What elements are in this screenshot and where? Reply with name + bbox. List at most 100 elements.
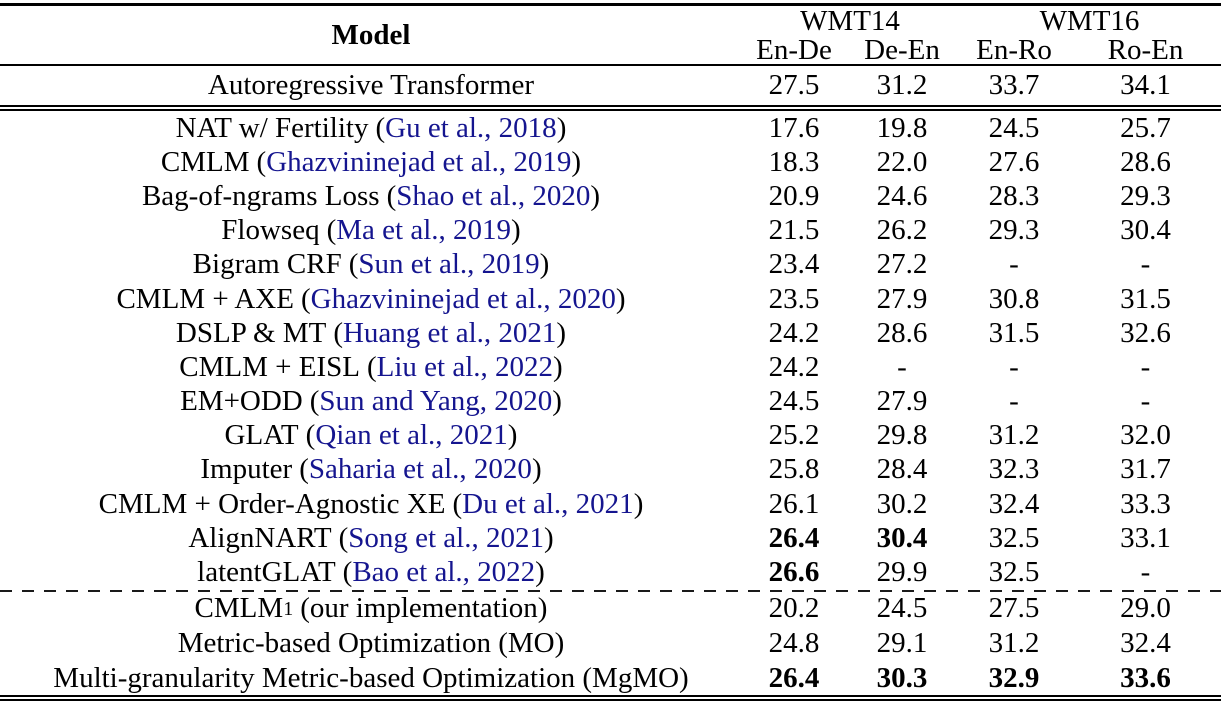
citation-link[interactable]: Liu et al., 2022	[376, 350, 554, 383]
score-cell: 18.3	[768, 145, 820, 178]
score-cell: 32.3	[988, 453, 1040, 486]
citation-link[interactable]: Huang et al., 2021	[342, 316, 557, 349]
header-group-wmt14: WMT14	[800, 4, 900, 37]
score-cell: 25.2	[768, 419, 820, 452]
score-cell: 31.5	[988, 316, 1040, 349]
citation-group: (Huang et al., 2021)	[333, 317, 566, 350]
score-cell: 24.5	[876, 592, 928, 625]
citation-link[interactable]: Ma et al., 2019	[336, 214, 512, 247]
score-cell: 21.5	[768, 214, 820, 247]
score-cell: 31.2	[988, 419, 1040, 452]
model-name: Metric-based Optimization (MO)	[177, 627, 565, 660]
paren-close: )	[535, 556, 545, 589]
score-cell: 33.3	[1120, 487, 1171, 520]
citation-group: (Ghazvininejad et al., 2019)	[257, 146, 582, 179]
table-top-rule	[0, 3, 1221, 6]
paren-close: )	[552, 385, 562, 418]
citation-link[interactable]: Gu et al., 2018	[385, 111, 557, 144]
score-cell: 24.8	[768, 627, 820, 660]
citation-link[interactable]: Sun and Yang, 2020	[319, 385, 553, 418]
score-cell: 34.1	[1120, 69, 1171, 101]
section-prior-work: NAT w/ Fertility (Gu et al., 2018) 17.6 1…	[0, 111, 1221, 590]
table-row: CMLM + AXE (Ghazvininejad et al., 2020) 2…	[0, 282, 1221, 316]
table-row: CMLM + Order-Agnostic XE (Du et al., 2021…	[0, 487, 1221, 521]
citation-link[interactable]: Du et al., 2021	[462, 487, 634, 520]
score-cell: 24.2	[768, 316, 820, 349]
score-cell: 29.3	[1120, 179, 1171, 212]
table-row: latentGLAT (Bao et al., 2022) 26.6 29.9 3…	[0, 555, 1221, 589]
model-cell: DSLP & MT (Huang et al., 2021)	[0, 316, 742, 350]
citation-link[interactable]: Song et al., 2021	[348, 521, 544, 554]
citation-group: (Du et al., 2021)	[452, 488, 643, 521]
model-name: Multi-granularity Metric-based Optimizat…	[53, 661, 689, 694]
model-cell: CMLM + Order-Agnostic XE (Du et al., 2021…	[0, 487, 742, 521]
paren-open: (	[309, 385, 320, 418]
table-bottom-rule	[0, 695, 1221, 702]
citation-group: (Ghazvininejad et al., 2020)	[301, 283, 626, 316]
score-cell: 28.6	[1120, 145, 1171, 178]
citation-group: (Sun and Yang, 2020)	[310, 385, 562, 418]
citation-link[interactable]: Sun et al., 2019	[358, 248, 540, 281]
score-cell: 33.1	[1120, 521, 1171, 554]
score-cell: 20.9	[768, 179, 820, 212]
model-cell: EM+ODD (Sun and Yang, 2020)	[0, 385, 742, 419]
paren-close: )	[590, 179, 601, 212]
score-cell: 28.4	[876, 453, 928, 486]
paren-open: (	[338, 521, 349, 554]
model-name: CMLM + EISL	[179, 350, 360, 383]
score-cell: 32.0	[1120, 419, 1171, 452]
citation-link[interactable]: Saharia et al., 2020	[308, 453, 532, 486]
model-cell: Multi-granularity Metric-based Optimizat…	[0, 661, 742, 696]
score-cell: 24.5	[988, 111, 1040, 144]
score-cell: 33.7	[988, 69, 1040, 101]
model-name: NAT w/ Fertility	[175, 111, 369, 144]
model-cell: AlignNART (Song et al., 2021)	[0, 521, 742, 555]
citation-group: (Liu et al., 2022)	[367, 351, 563, 384]
citation-link[interactable]: Ghazvininejad et al., 2020	[310, 282, 616, 315]
model-cell: Autoregressive Transformer	[0, 66, 742, 105]
paren-close: )	[511, 214, 521, 247]
citation-link[interactable]: Qian et al., 2021	[315, 419, 508, 452]
score-cell: 27.9	[876, 385, 928, 418]
score-cell: 26.6	[768, 556, 820, 589]
citation-group: (Ma et al., 2019)	[327, 214, 521, 247]
score-cell: -	[1140, 248, 1151, 281]
score-cell: 32.4	[1120, 627, 1171, 660]
score-cell: 32.5	[988, 556, 1040, 589]
paren-open: (	[342, 556, 353, 589]
paren-open: (	[375, 111, 386, 144]
score-cell: 29.3	[988, 214, 1040, 247]
model-cell: CMLM (Ghazvininejad et al., 2019)	[0, 145, 742, 179]
score-cell: -	[1140, 350, 1151, 383]
citation-link[interactable]: Shao et al., 2020	[396, 179, 591, 212]
score-cell: 25.7	[1120, 111, 1171, 144]
paren-close: )	[553, 350, 563, 383]
model-cell: Imputer (Saharia et al., 2020)	[0, 453, 742, 487]
table-row: AlignNART (Song et al., 2021) 26.4 30.4 3…	[0, 521, 1221, 555]
citation-group: (Saharia et al., 2020)	[299, 453, 541, 486]
header-col-ro-en: Ro-En	[1107, 33, 1184, 66]
table-row: NAT w/ Fertility (Gu et al., 2018) 17.6 1…	[0, 111, 1221, 145]
model-name: CMLM	[160, 145, 250, 178]
paren-close: )	[556, 111, 567, 144]
header-model: Model	[331, 18, 411, 51]
score-cell: -	[897, 350, 907, 383]
model-cell: CMLM + AXE (Ghazvininejad et al., 2020)	[0, 282, 742, 316]
header-col-de-en: De-En	[864, 33, 940, 66]
citation-link[interactable]: Bao et al., 2022	[352, 556, 536, 589]
score-cell: 28.3	[988, 179, 1040, 212]
score-cell: 20.2	[768, 592, 820, 625]
model-cell: latentGLAT (Bao et al., 2022)	[0, 555, 742, 589]
score-cell: 27.5	[768, 69, 820, 101]
score-cell: 31.2	[988, 627, 1040, 660]
score-cell: 31.5	[1120, 282, 1171, 315]
score-cell: 32.9	[988, 661, 1040, 694]
model-name: GLAT	[224, 419, 299, 452]
paren-open: (	[333, 316, 343, 349]
model-cell: Flowseq (Ma et al., 2019)	[0, 214, 742, 248]
header-group-wmt16: WMT16	[1039, 4, 1140, 37]
citation-link[interactable]: Ghazvininejad et al., 2019	[266, 145, 572, 178]
table-row: CMLM 1 (our implementation) 20.2 24.5 27.5…	[0, 592, 1221, 627]
score-cell: 28.6	[876, 316, 928, 349]
